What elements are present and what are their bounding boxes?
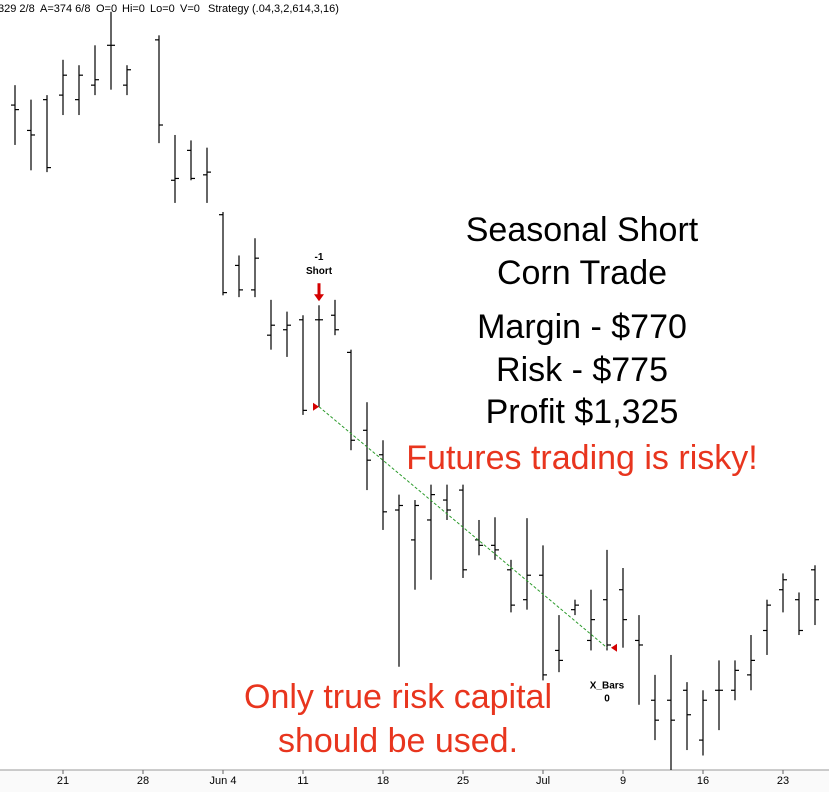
x-tick-label: Jun 4 <box>210 775 237 787</box>
x-tick-label: 23 <box>777 775 789 787</box>
trade: -1 Short X_Bars 0 <box>306 252 625 704</box>
exit-label: X_Bars <box>590 680 625 691</box>
x-tick-label: 16 <box>697 775 709 787</box>
x-tick-label: 21 <box>57 775 69 787</box>
exit-qty: 0 <box>604 693 610 704</box>
x-tick-label: 18 <box>377 775 389 787</box>
stat: Margin - $770 <box>477 308 687 346</box>
disclaimer: should be used. <box>278 722 518 760</box>
header-item: A=374 6/8 <box>40 3 90 15</box>
stat: Profit $1,325 <box>486 393 679 431</box>
stat: Risk - $775 <box>496 351 668 389</box>
header-item: Lo=0 <box>150 3 175 15</box>
entry-signal: Short <box>306 266 333 277</box>
title-line: Seasonal Short <box>466 211 699 249</box>
entry-label: -1 <box>315 252 324 263</box>
bars <box>11 11 819 770</box>
header-item: V=0 <box>180 3 200 15</box>
x-tick-label: 28 <box>137 775 149 787</box>
x-tick-label: 25 <box>457 775 469 787</box>
entry-marker <box>313 402 319 411</box>
header-item: O=0 <box>96 3 117 15</box>
title-line: Corn Trade <box>497 254 667 292</box>
exit-marker <box>611 643 617 652</box>
header-item: 329 2/8 <box>0 3 35 15</box>
header-item: Hi=0 <box>122 3 145 15</box>
x-tick-label: Jul <box>536 775 550 787</box>
x-axis-band <box>0 770 829 792</box>
disclaimer: Only true risk capital <box>244 678 552 716</box>
trade-line <box>318 406 608 649</box>
header-item: Strategy (.04,3,2,614,3,16) <box>208 3 339 15</box>
entry-arrow <box>314 283 324 302</box>
x-tick-label: 11 <box>297 775 308 787</box>
header: 329 2/8 A=374 6/8 O=0 Hi=0 Lo=0 V=0 Strategy (… <box>0 3 339 15</box>
warning: Futures trading is risky! <box>406 439 757 477</box>
x-tick-label: 9 <box>620 775 626 787</box>
